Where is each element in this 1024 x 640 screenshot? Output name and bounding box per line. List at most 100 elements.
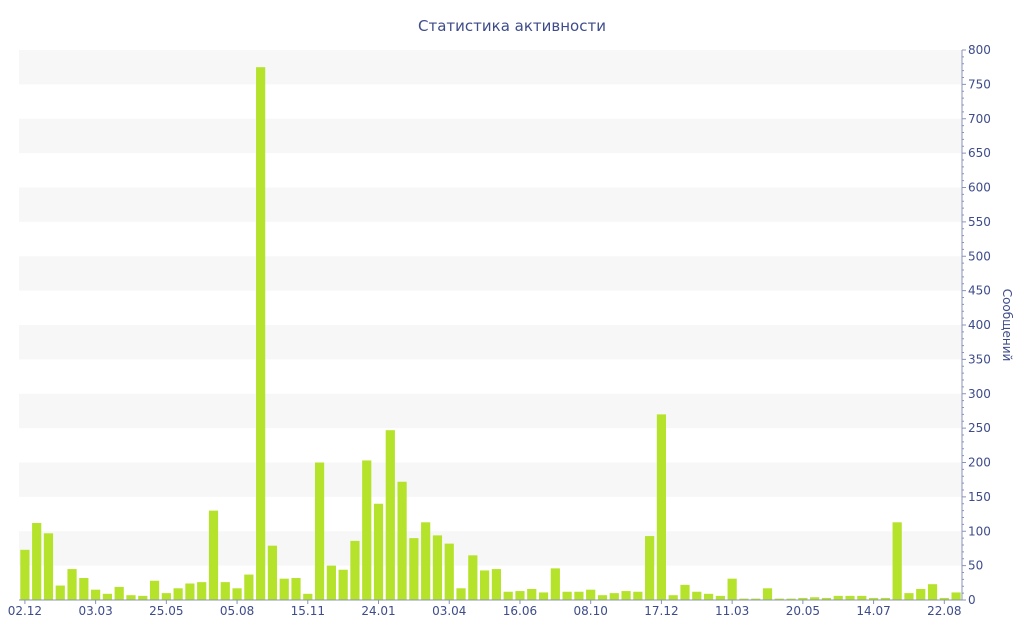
bar [810, 597, 820, 600]
bar [633, 591, 643, 600]
x-tick-group: 02.12 03.03 25.05 05.08 15.11 24.01 03.04 16.06… [8, 600, 961, 618]
bar [314, 462, 325, 600]
bar [32, 523, 42, 600]
x-tick-label: 03.03 [78, 604, 112, 618]
x-tick-label: 22.08 [927, 604, 961, 618]
bar [303, 593, 313, 600]
bar [668, 595, 678, 600]
bar [715, 595, 725, 600]
bar [880, 597, 890, 600]
y-tick-label: 800 [968, 43, 991, 57]
bar [102, 593, 113, 600]
grid-bands [19, 50, 962, 566]
x-tick-label: 15.11 [291, 604, 325, 618]
x-tick-label: 24.01 [361, 604, 395, 618]
bar [845, 595, 855, 600]
x-tick-label: 03.04 [432, 604, 466, 618]
bar [927, 584, 938, 600]
bar [338, 569, 348, 600]
bar [43, 533, 54, 600]
y-tick-label: 500 [968, 249, 991, 263]
bar [291, 578, 301, 600]
bar [762, 588, 773, 600]
x-tick-label: 16.06 [503, 604, 537, 618]
y-tick-label: 550 [968, 215, 991, 229]
x-tick-label: 02.12 [8, 604, 42, 618]
bar [786, 598, 796, 600]
y-tick-label: 650 [968, 146, 991, 160]
bar [916, 589, 926, 600]
bar [751, 598, 761, 600]
bar [432, 535, 443, 600]
bar [656, 414, 667, 600]
x-tick-label: 11.03 [715, 604, 749, 618]
bar [703, 593, 714, 600]
bar [79, 578, 89, 600]
y-tick-label: 600 [968, 181, 991, 195]
x-tick-label: 20.05 [786, 604, 820, 618]
bar [362, 460, 372, 600]
bar [480, 570, 490, 600]
grid-band [19, 256, 962, 291]
bar [55, 585, 65, 600]
bar [739, 598, 749, 600]
bar [126, 595, 136, 600]
bar [326, 565, 336, 600]
bar [857, 595, 867, 600]
bar [444, 543, 454, 600]
y-tick-label: 700 [968, 112, 991, 126]
bar [385, 430, 395, 600]
y-tick-label: 450 [968, 284, 991, 298]
bar [149, 580, 160, 600]
bar [951, 592, 961, 600]
bar [798, 597, 808, 600]
bar [892, 522, 902, 600]
bar [91, 589, 101, 600]
bar [373, 503, 384, 600]
bar [562, 591, 572, 600]
bar [468, 555, 478, 600]
grid-band [19, 187, 962, 222]
y-tick-label: 100 [968, 524, 991, 538]
bars-group [20, 67, 961, 600]
grid-band [19, 393, 962, 429]
bar [821, 597, 832, 600]
bar [279, 578, 289, 600]
x-tick-label: 25.05 [149, 604, 183, 618]
bar [621, 591, 631, 600]
x-tick-label: 05.08 [220, 604, 254, 618]
bar [409, 538, 419, 600]
y-tick-label: 250 [968, 421, 991, 435]
bar [208, 510, 219, 600]
y-tick-label: 0 [968, 593, 976, 607]
bar [904, 593, 914, 600]
bar [550, 568, 560, 600]
bar [220, 582, 230, 600]
bar [456, 588, 466, 600]
bar [503, 591, 513, 600]
y-tick-label: 50 [968, 559, 983, 573]
y-tick-label: 200 [968, 456, 991, 470]
y-axis-title: Сообщений [1000, 289, 1014, 362]
bar [609, 593, 619, 600]
bar [114, 586, 124, 600]
bar [727, 578, 737, 600]
bar [256, 67, 266, 600]
grid-band [19, 531, 962, 566]
bar [692, 591, 702, 600]
bar [491, 569, 501, 600]
bar [939, 597, 949, 600]
bar [680, 584, 690, 600]
bar [868, 597, 879, 600]
grid-band [19, 325, 962, 360]
x-tick-label: 08.10 [574, 604, 608, 618]
bar [833, 595, 843, 600]
bar [138, 595, 148, 600]
grid-band [19, 118, 962, 154]
bar [20, 549, 30, 600]
y-tick-group: 0 50 100 150 200 250 300 350 400 450 500 550 600 650 7… [962, 43, 991, 607]
bar [173, 588, 183, 600]
bar [515, 591, 525, 600]
